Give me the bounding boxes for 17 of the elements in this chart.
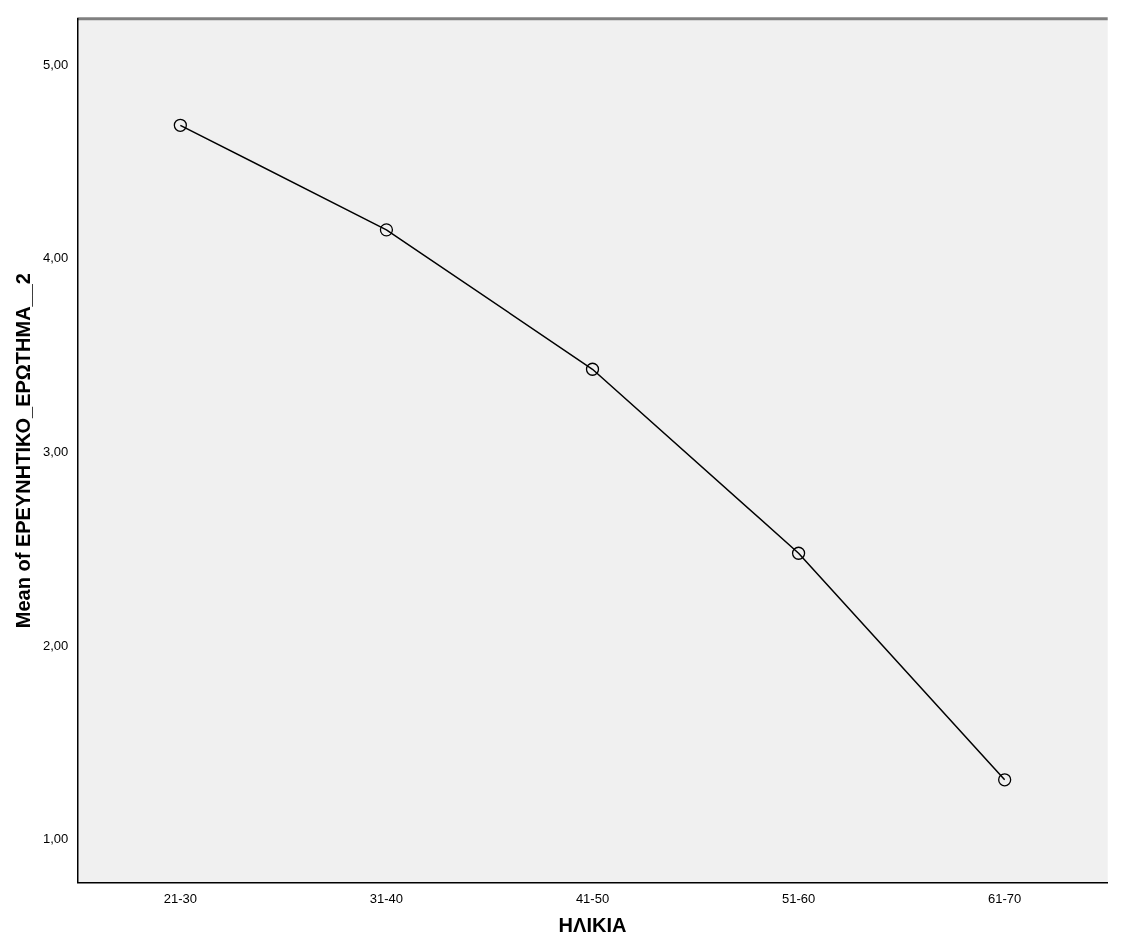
x-tick-label: 41-50 [575,890,610,906]
x-tick-label: 51-60 [781,890,816,906]
x-tick-label: 21-30 [163,890,197,906]
point [379,223,394,237]
x-tick-label: 31-40 [369,890,404,906]
y-axis-title: Mean of ΕΡΕΥΝΗΤΙΚΟ_ΕΡΩΤΗΜΑ__2 [11,273,34,629]
y-tick-label: 2,00 [42,637,69,653]
point [585,362,600,376]
y-tick-label: 3,00 [42,444,69,460]
y-tick-label: 4,00 [42,250,69,266]
x-axis-title: ΗΛΙΚΙΑ [558,913,627,936]
y-tick-label: 1,00 [42,831,69,847]
x-tick-label: 61-70 [988,890,1022,906]
point [998,773,1012,787]
y-tick-label: 5,00 [42,56,69,72]
point [173,118,187,132]
point [791,546,806,560]
